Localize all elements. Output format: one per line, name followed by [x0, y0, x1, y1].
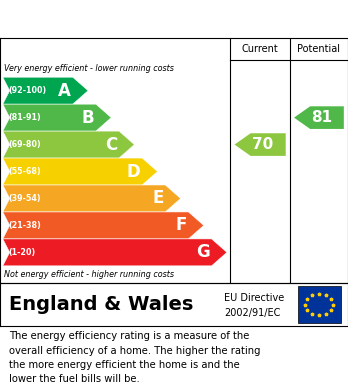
Text: (21-38): (21-38)	[8, 221, 41, 230]
Text: A: A	[58, 82, 71, 100]
Polygon shape	[3, 104, 111, 131]
Text: 70: 70	[252, 137, 273, 152]
Text: (92-100): (92-100)	[8, 86, 46, 95]
Text: 2002/91/EC: 2002/91/EC	[224, 308, 281, 318]
Text: (69-80): (69-80)	[8, 140, 41, 149]
Text: (81-91): (81-91)	[8, 113, 41, 122]
Text: Current: Current	[242, 44, 278, 54]
Polygon shape	[3, 77, 88, 104]
Text: Very energy efficient - lower running costs: Very energy efficient - lower running co…	[4, 64, 174, 73]
Text: Energy Efficiency Rating: Energy Efficiency Rating	[9, 10, 238, 28]
Polygon shape	[294, 106, 344, 129]
Text: England & Wales: England & Wales	[9, 295, 193, 314]
Polygon shape	[235, 133, 286, 156]
Text: D: D	[127, 163, 141, 181]
Text: C: C	[105, 136, 117, 154]
Text: Potential: Potential	[298, 44, 340, 54]
Text: (55-68): (55-68)	[8, 167, 41, 176]
Text: EU Directive: EU Directive	[224, 293, 285, 303]
Bar	[298, 287, 341, 323]
Text: F: F	[175, 217, 187, 235]
Polygon shape	[3, 212, 204, 239]
Polygon shape	[3, 158, 158, 185]
Text: (1-20): (1-20)	[8, 248, 35, 257]
Text: Not energy efficient - higher running costs: Not energy efficient - higher running co…	[4, 270, 174, 279]
Polygon shape	[3, 131, 134, 158]
Text: The energy efficiency rating is a measure of the
overall efficiency of a home. T: The energy efficiency rating is a measur…	[9, 331, 260, 384]
Text: 81: 81	[311, 110, 332, 125]
Text: G: G	[196, 243, 210, 261]
Text: E: E	[152, 190, 164, 208]
Polygon shape	[3, 239, 227, 266]
Text: (39-54): (39-54)	[8, 194, 41, 203]
Text: B: B	[81, 109, 94, 127]
Polygon shape	[3, 185, 181, 212]
